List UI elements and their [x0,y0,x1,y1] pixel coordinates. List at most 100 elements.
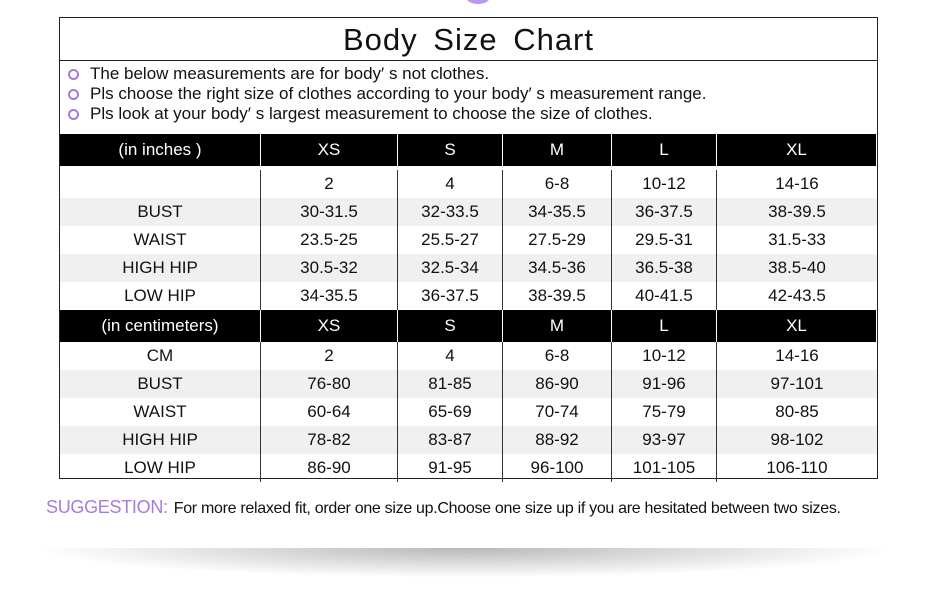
table-cell: 36-37.5 [612,198,717,226]
note-text: Pls choose the right size of clothes acc… [90,84,707,103]
table-row: LOW HIP 34-35.5 36-37.5 38-39.5 40-41.5 42-43… [60,282,877,310]
centimeters-table: (in centimeters) XS S M L XL CM 2 4 6-8 10-12 14-16… [60,310,877,482]
table-cell: 29.5-31 [612,226,717,254]
table-cell: 36.5-38 [612,254,717,282]
note-item: Pls choose the right size of clothes acc… [68,84,706,104]
table-cell: 34-35.5 [503,198,612,226]
row-label: HIGH HIP [60,426,261,454]
row-label: WAIST [60,398,261,426]
table-cell: 78-82 [261,426,398,454]
table-cell: XS [261,310,398,342]
table-cell: XS [261,134,398,166]
table-row: CM 2 4 6-8 10-12 14-16 [60,342,877,370]
table-cell: 98-102 [770,430,824,449]
table-row: HIGH HIP 78-82 83-87 88-92 93-97 98-102 [60,426,877,454]
table-cell: S [398,310,503,342]
table-cell: 30-31.5 [261,198,398,226]
row-label: (in centimeters) [60,310,261,342]
table-cell: 4 [398,170,503,198]
table-cell: 10-12 [612,170,717,198]
table-cell: 101-105 [612,454,717,482]
note-text: Pls look at your body′ s largest measure… [90,104,653,123]
shadow-decoration [30,548,900,578]
table-cell: 31.5-33 [768,230,826,249]
note-item: The below measurements are for body′ s n… [68,64,706,84]
circle-bullet-icon [68,108,79,120]
table-cell: 97-101 [770,374,824,393]
table-cell: 38.5-40 [768,258,826,277]
table-row: LOW HIP 86-90 91-95 96-100 101-105 106-110 [60,454,877,482]
table-cell: 91-96 [612,370,717,398]
table-row: BUST 76-80 81-85 86-90 91-96 97-101 [60,370,877,398]
table-cell: 30.5-32 [261,254,398,282]
table-cell: 38-39.5 [768,202,826,221]
table-cell: 34.5-36 [503,254,612,282]
note-item: Pls look at your body′ s largest measure… [68,104,706,124]
row-label: CM [60,342,261,370]
table-cell: 2 [261,170,398,198]
table-cell: 93-97 [612,426,717,454]
notes-list: The below measurements are for body′ s n… [68,64,706,124]
table-row: BUST 30-31.5 32-33.5 34-35.5 36-37.5 38-39.5 [60,198,877,226]
row-label [60,170,261,198]
row-label: BUST [60,370,261,398]
header-row: (in inches ) XS S M L XL [60,134,877,166]
table-cell: 27.5-29 [503,226,612,254]
table-cell: 83-87 [398,426,503,454]
decorative-blob [466,0,490,4]
table-cell: 32.5-34 [398,254,503,282]
table-cell: 6-8 [503,170,612,198]
table-cell: 65-69 [398,398,503,426]
table-cell: 10-12 [612,342,717,370]
row-label: BUST [60,198,261,226]
table-cell: 14-16 [775,346,819,365]
table-cell: 32-33.5 [398,198,503,226]
table-cell: 6-8 [503,342,612,370]
table-cell: 106-110 [766,458,828,477]
table-cell: 2 [261,342,398,370]
table-row: WAIST 23.5-25 25.5-27 27.5-29 29.5-31 31.5-33 [60,226,877,254]
table-cell: 42-43.5 [768,286,826,305]
table-cell: 60-64 [261,398,398,426]
table-cell: 14-16 [775,174,819,193]
table-cell: 23.5-25 [261,226,398,254]
header-row: (in centimeters) XS S M L XL [60,310,877,342]
chart-title: Body Size Chart [60,18,877,61]
row-label: (in inches ) [60,134,261,166]
inches-table: (in inches ) XS S M L XL 2 4 6-8 10-12 14-16 BUST 30… [60,134,877,310]
table-cell: 70-74 [503,398,612,426]
size-chart: Body Size Chart The below measurements a… [59,17,878,482]
table-cell: XL [717,134,877,166]
table-cell: M [503,310,612,342]
table-cell: 34-35.5 [261,282,398,310]
note-text: The below measurements are for body′ s n… [90,64,490,83]
circle-bullet-icon [68,88,79,100]
table-cell: 4 [398,342,503,370]
table-cell: 86-90 [261,454,398,482]
table-cell: M [503,134,612,166]
table-cell: 80-85 [775,402,819,421]
table-cell: 38-39.5 [503,282,612,310]
suggestion-text: For more relaxed fit, order one size up.… [173,500,841,517]
table-cell: 88-92 [503,426,612,454]
table-cell: 81-85 [398,370,503,398]
table-cell: 40-41.5 [612,282,717,310]
suggestion-label: SUGGESTION: [46,497,168,517]
table-cell: 36-37.5 [398,282,503,310]
row-label: LOW HIP [60,454,261,482]
row-label: HIGH HIP [60,254,261,282]
table-cell: 75-79 [612,398,717,426]
table-row: HIGH HIP 30.5-32 32.5-34 34.5-36 36.5-38 38.5… [60,254,877,282]
table-cell: 25.5-27 [398,226,503,254]
table-cell: L [612,134,717,166]
table-cell: 96-100 [503,454,612,482]
table-cell: 86-90 [503,370,612,398]
table-cell: 91-95 [398,454,503,482]
table-cell: 76-80 [261,370,398,398]
row-label: WAIST [60,226,261,254]
table-row: WAIST 60-64 65-69 70-74 75-79 80-85 [60,398,877,426]
table-cell: S [398,134,503,166]
row-label: LOW HIP [60,282,261,310]
circle-bullet-icon [68,68,79,80]
table-row: 2 4 6-8 10-12 14-16 [60,166,877,198]
